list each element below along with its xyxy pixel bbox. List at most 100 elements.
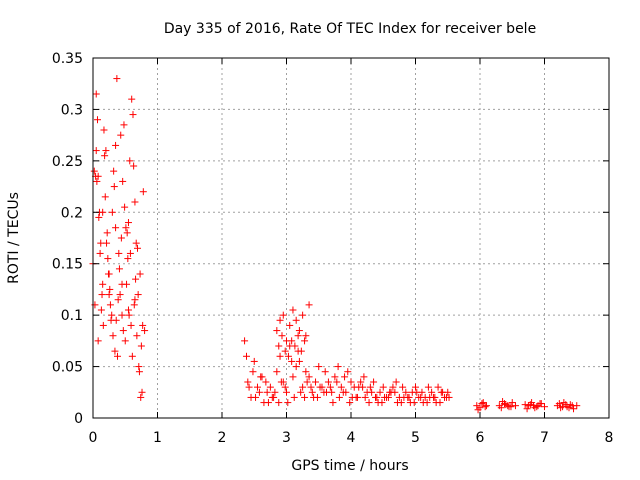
data-point — [278, 332, 286, 340]
data-point — [94, 337, 102, 345]
data-point — [299, 311, 307, 319]
data-point — [137, 393, 145, 401]
data-point — [90, 167, 98, 175]
data-point — [107, 316, 115, 324]
data-point — [131, 198, 139, 206]
data-point — [310, 393, 318, 401]
data-point — [312, 378, 320, 386]
data-point — [289, 373, 297, 381]
data-point — [326, 383, 334, 391]
data-point — [308, 388, 316, 396]
data-point — [289, 306, 297, 314]
data-point — [276, 352, 284, 360]
data-point — [104, 255, 112, 263]
x-axis-label: GPS time / hours — [291, 458, 408, 474]
data-point — [241, 337, 249, 345]
data-points — [89, 75, 581, 414]
data-point — [93, 177, 101, 185]
data-point — [428, 388, 436, 396]
data-point — [432, 399, 440, 407]
data-point — [366, 383, 374, 391]
data-point — [400, 393, 408, 401]
data-point — [283, 388, 290, 396]
data-point — [130, 301, 138, 309]
data-point — [284, 399, 292, 407]
data-point — [118, 280, 126, 288]
data-point — [303, 378, 311, 386]
data-point — [135, 363, 143, 371]
data-point — [376, 388, 384, 396]
y-tick-label: 0.25 — [52, 154, 83, 170]
data-point — [101, 193, 109, 201]
data-point — [307, 383, 315, 391]
data-point — [99, 208, 107, 216]
data-point — [281, 383, 289, 391]
data-point — [295, 327, 303, 335]
data-point — [124, 255, 132, 263]
data-point — [504, 402, 512, 410]
data-point — [122, 224, 130, 232]
data-point — [94, 116, 102, 124]
data-point — [124, 306, 132, 314]
data-point — [277, 378, 285, 386]
data-point — [243, 352, 251, 360]
data-point — [368, 388, 376, 396]
data-point — [288, 357, 296, 365]
data-point — [288, 337, 296, 345]
data-point — [562, 401, 570, 409]
data-point — [568, 402, 576, 410]
data-point — [110, 167, 118, 175]
grid — [93, 58, 609, 418]
data-point — [279, 311, 287, 319]
data-point — [121, 203, 129, 211]
data-point — [523, 405, 531, 413]
data-point — [103, 239, 111, 247]
data-point — [511, 402, 519, 410]
data-point — [95, 213, 103, 221]
data-point — [92, 147, 100, 155]
data-point — [108, 208, 116, 216]
x-tick-label: 0 — [89, 430, 98, 446]
data-point — [526, 401, 534, 409]
axis-ticks: 0 1 2 3 4 5 6 7 8 0 0.05 0.1 0.15 0.2 0.25 0.3 0.35 — [52, 51, 614, 446]
data-point — [116, 291, 124, 299]
data-point — [324, 378, 332, 386]
data-point — [273, 327, 281, 335]
data-point — [301, 393, 309, 401]
data-point — [111, 347, 119, 355]
data-point — [139, 188, 147, 196]
data-point — [347, 378, 355, 386]
data-point — [360, 373, 368, 381]
data-point — [292, 363, 300, 371]
data-point — [342, 388, 350, 396]
data-point — [252, 393, 260, 401]
data-point — [105, 291, 113, 299]
data-point — [530, 402, 538, 410]
data-point — [333, 378, 341, 386]
data-point — [361, 393, 369, 401]
data-point — [258, 373, 266, 381]
data-point — [102, 147, 110, 155]
data-point — [255, 388, 263, 396]
x-tick-label: 4 — [347, 430, 356, 446]
data-point — [413, 388, 421, 396]
data-point — [132, 275, 140, 283]
y-tick-label: 0.35 — [52, 51, 83, 67]
data-point — [294, 332, 302, 340]
data-point — [346, 399, 354, 407]
data-point — [101, 152, 109, 160]
data-point — [253, 383, 261, 391]
data-point — [250, 357, 258, 365]
data-point — [134, 291, 142, 299]
data-point — [348, 393, 356, 401]
data-point — [113, 75, 121, 83]
data-point — [370, 378, 378, 386]
data-point — [536, 400, 544, 408]
data-point — [109, 332, 117, 340]
data-point — [103, 229, 111, 237]
x-tick-label: 1 — [153, 430, 162, 446]
data-point — [374, 399, 382, 407]
data-point — [286, 321, 294, 329]
data-point — [321, 368, 329, 376]
